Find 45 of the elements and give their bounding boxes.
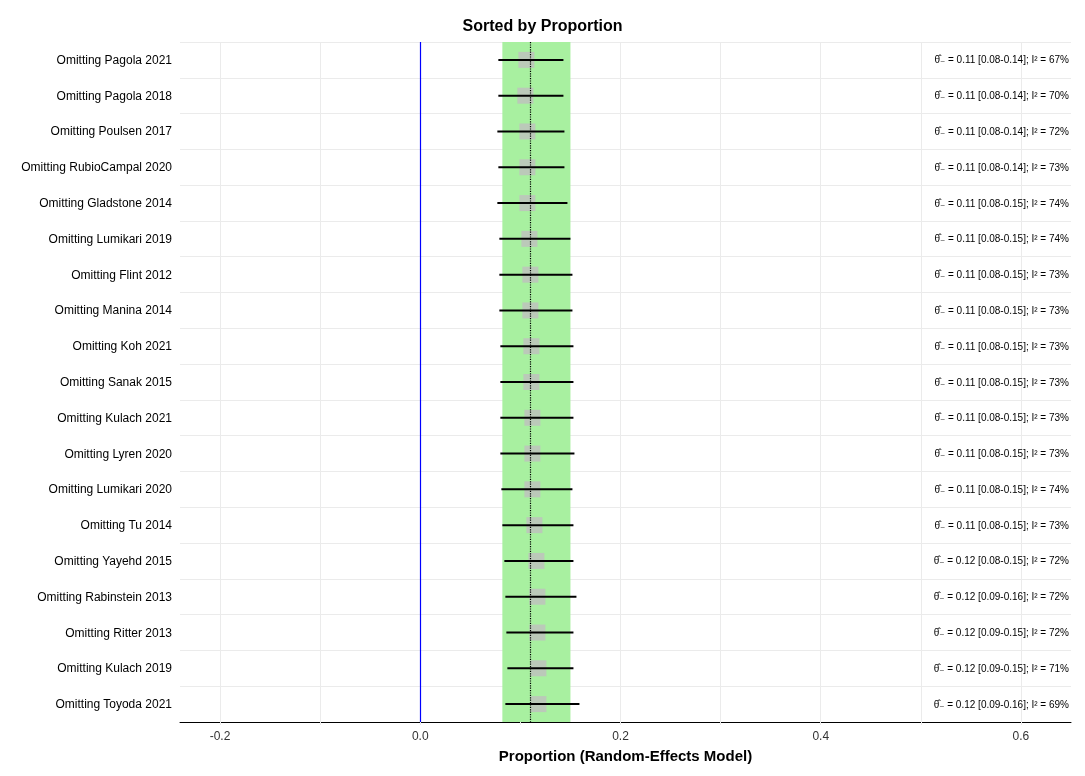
y-tick-label: Omitting Kulach 2021: [57, 410, 173, 425]
annotation: θ̂₋ = 0.11 [0.08-0.15]; I² = 73%: [934, 376, 1070, 388]
y-tick-label: Omitting Lyren 2020: [64, 446, 173, 461]
y-tick-label: Omitting Gladstone 2014: [39, 196, 173, 211]
y-tick-label: Omitting Yayehd 2015: [54, 553, 173, 568]
y-tick-label: Omitting Rabinstein 2013: [37, 589, 173, 604]
annotation: θ̂₋ = 0.11 [0.08-0.14]; I² = 72%: [934, 125, 1070, 137]
annotation: θ̂₋ = 0.11 [0.08-0.15]; I² = 73%: [934, 448, 1070, 460]
annotation: θ̂₋ = 0.11 [0.08-0.15]; I² = 73%: [934, 304, 1070, 316]
y-tick-label: Omitting Lumikari 2019: [48, 231, 173, 246]
y-tick-label: Omitting Lumikari 2020: [48, 482, 173, 497]
annotation: θ̂₋ = 0.11 [0.08-0.15]; I² = 73%: [934, 412, 1070, 424]
y-tick-label: Omitting Ritter 2013: [65, 625, 173, 640]
y-tick-label: Omitting Manina 2014: [54, 303, 173, 318]
annotation: θ̂₋ = 0.12 [0.09-0.15]; I² = 71%: [933, 662, 1070, 674]
annotation: θ̂₋ = 0.12 [0.09-0.15]; I² = 72%: [933, 627, 1070, 639]
annotation: θ̂₋ = 0.11 [0.08-0.14]; I² = 70%: [934, 90, 1070, 102]
x-tick-label: 0.4: [812, 729, 830, 743]
y-tick-label: Omitting Pagola 2021: [56, 52, 173, 67]
y-tick-label: Omitting Kulach 2019: [57, 661, 173, 676]
chart-title: Sorted by Proportion: [462, 16, 623, 34]
annotation: θ̂₋ = 0.11 [0.08-0.15]; I² = 73%: [934, 269, 1070, 281]
annotation: θ̂₋ = 0.11 [0.08-0.15]; I² = 73%: [934, 340, 1070, 352]
annotation: θ̂₋ = 0.11 [0.08-0.15]; I² = 74%: [934, 233, 1070, 245]
annotation: θ̂₋ = 0.11 [0.08-0.15]; I² = 73%: [934, 519, 1070, 531]
annotation: θ̂₋ = 0.11 [0.08-0.15]; I² = 74%: [934, 197, 1070, 209]
y-tick-label: Omitting Poulsen 2017: [50, 124, 173, 139]
x-tick-label: 0.2: [612, 729, 630, 743]
annotation: θ̂₋ = 0.12 [0.08-0.15]; I² = 72%: [933, 555, 1070, 567]
y-tick-label: Omitting Koh 2021: [72, 339, 173, 354]
x-tick-label: -0.2: [209, 729, 231, 743]
y-tick-label: Omitting Sanak 2015: [59, 375, 173, 389]
x-tick-label: 0.0: [411, 729, 429, 743]
annotation: θ̂₋ = 0.11 [0.08-0.14]; I² = 67%: [934, 54, 1070, 66]
annotation: θ̂₋ = 0.11 [0.08-0.14]; I² = 73%: [934, 161, 1070, 173]
x-tick-label: 0.6: [1012, 729, 1030, 743]
annotation: θ̂₋ = 0.11 [0.08-0.15]; I² = 74%: [934, 483, 1070, 495]
y-tick-label: Omitting Tu 2014: [80, 518, 173, 533]
y-tick-label: Omitting RubioCampal 2020: [21, 160, 173, 175]
x-axis-title: Proportion (Random-Effects Model): [498, 747, 753, 764]
y-tick-label: Omitting Toyoda 2021: [55, 697, 173, 712]
y-tick-label: Omitting Pagola 2018: [56, 88, 173, 103]
y-tick-label: Omitting Flint 2012: [71, 267, 173, 282]
annotation: θ̂₋ = 0.12 [0.09-0.16]; I² = 72%: [933, 591, 1070, 603]
annotation: θ̂₋ = 0.12 [0.09-0.16]; I² = 69%: [933, 698, 1070, 710]
